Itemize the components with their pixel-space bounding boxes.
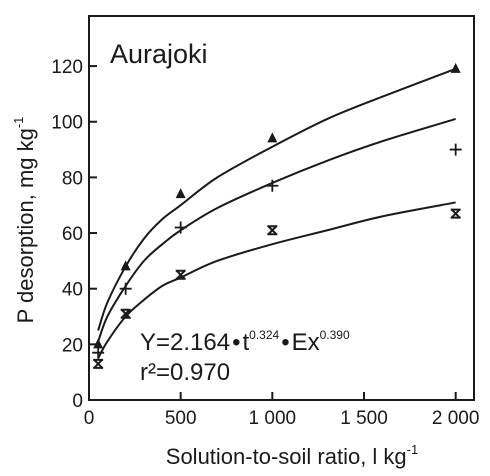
triangle-point [120,260,131,271]
r-squared-annotation: r²=0.970 [140,359,230,386]
y-tick-label: 120 [51,57,83,78]
plus-point [266,179,279,192]
y-tick-label: 40 [62,280,83,301]
asterisk-point [450,208,461,219]
y-axis-title: P desorption, mg kg-1 [11,117,38,324]
y-tick-label: 60 [62,224,83,245]
equation-t-exponent: 0.324 [249,328,279,342]
x-axis-title-text: Solution-to-soil ratio, l kg [166,444,407,469]
x-tick-label: 0 [84,408,95,429]
x-axis-title-exponent: -1 [407,442,419,457]
asterisk-point [120,308,131,319]
fit-curves [97,67,457,359]
plus-point [92,346,105,359]
fit-curve-triangle [97,67,457,331]
chart-title: Aurajoki [110,39,208,69]
plus-point [119,282,132,295]
asterisk-point [175,269,186,280]
equation-t: t [243,329,250,356]
data-points [92,62,462,369]
y-tick-label: 0 [72,391,83,412]
y-tick-label: 100 [51,113,83,134]
asterisk-point [267,225,278,236]
equation-ex-exponent: 0.390 [320,328,350,342]
equation-ex: Ex [292,329,320,356]
fit-curve-asterisk [97,201,456,359]
plot-frame [88,15,475,401]
plus-point [449,143,462,156]
triangle-point [93,338,104,349]
x-tick-label: 1 000 [249,408,297,429]
y-axis-title-exponent: -1 [11,117,26,129]
asterisk-point [93,358,104,369]
y-axis-title-text: P desorption, mg kg [13,128,38,323]
plus-point [174,221,187,234]
equation-dot-2: • [281,329,289,356]
triangle-point [175,188,186,199]
y-tick-label: 20 [62,335,83,356]
x-axis-title: Solution-to-soil ratio, l kg-1 [166,442,418,469]
triangle-point [267,132,278,143]
equation-main: Y=2.164 [140,329,230,356]
x-tick-label: 2 000 [432,408,480,429]
x-tick-label: 500 [165,408,197,429]
equation-dot-1: • [232,329,240,356]
x-tick-label: 1 500 [340,408,388,429]
triangle-point [450,62,461,73]
equation-annotation: Y=2.164•t0.324•Ex0.390 [140,328,350,356]
y-tick-label: 80 [62,168,83,189]
axis-ticks: 0 500 1 000 1 500 2 000 0 20 40 60 80 100 120 [51,57,479,429]
